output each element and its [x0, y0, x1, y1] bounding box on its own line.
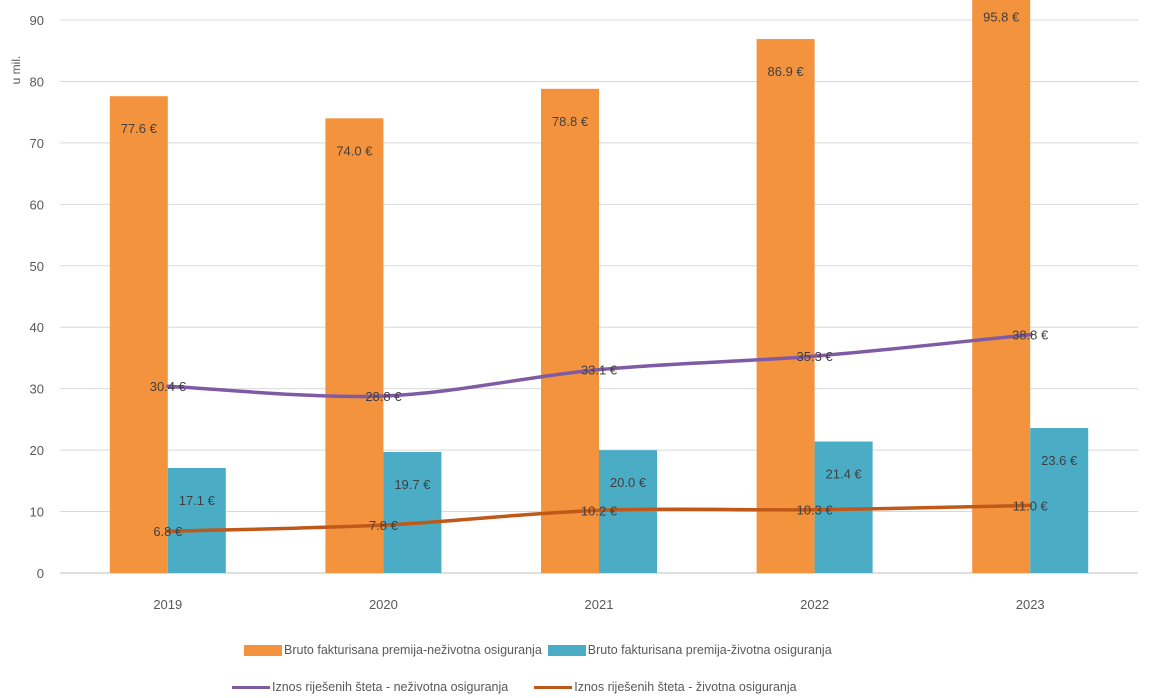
y-tick-label: 50	[30, 259, 44, 274]
x-tick-label: 2020	[369, 597, 398, 612]
bar	[109, 96, 168, 574]
series-line	[166, 332, 1032, 399]
data-label: 30.4 €	[150, 379, 187, 394]
y-tick-label: 60	[30, 197, 44, 212]
legend-item-zivotna-stete: Iznos riješenih šteta - životna osiguran…	[534, 680, 797, 694]
data-label: 6.8 €	[153, 524, 183, 539]
y-tick-label: 40	[30, 320, 44, 335]
bar	[756, 39, 815, 573]
data-label: 21.4 €	[826, 467, 863, 482]
legend-swatch-brown	[534, 685, 573, 689]
data-label: 10.2 €	[581, 503, 618, 518]
legend-item-nezivotna-stete: Iznos riješenih šteta - neživotna osigur…	[232, 680, 508, 694]
bar	[1030, 427, 1089, 573]
data-label: 20.0 €	[610, 475, 647, 490]
y-tick-label: 80	[30, 74, 44, 89]
legend-item-zivotna-premija: Bruto fakturisana premija-životna osigur…	[547, 643, 832, 657]
data-label: 10.3 €	[797, 503, 834, 518]
y-axis-label: u mil.	[9, 56, 23, 85]
series-line	[166, 503, 1032, 533]
y-tick-label: 0	[37, 566, 44, 581]
data-label: 95.8 €	[983, 9, 1020, 24]
data-label: 35.3 €	[797, 349, 834, 364]
data-label: 38.8 €	[1012, 328, 1049, 343]
x-tick-label: 2021	[585, 597, 614, 612]
legend-row-lines: Iznos riješenih šteta - neživotna osigur…	[232, 680, 803, 694]
data-label: 33.1 €	[581, 363, 618, 378]
data-labels: 77.6 € 74.0 € 78.8 € 86.9 € 95.8 € 17.1 € 19.7…	[121, 9, 1078, 539]
legend-swatch-orange	[244, 644, 282, 656]
legend-swatch-purple	[232, 685, 270, 689]
data-label: 17.1 €	[179, 493, 216, 508]
data-label: 7.8 €	[369, 518, 399, 533]
legend-label: Iznos riješenih šteta - neživotna osigur…	[272, 680, 509, 694]
data-label: 19.7 €	[394, 477, 431, 492]
data-label: 28.8 €	[365, 389, 402, 404]
data-label: 77.6 €	[121, 121, 158, 136]
y-axis-ticks: 0 10 20 30 40 50 60 70 80 90	[30, 13, 44, 581]
y-tick-label: 10	[30, 505, 44, 520]
bar	[383, 451, 442, 573]
x-tick-label: 2022	[800, 597, 829, 612]
bars	[109, 0, 1089, 574]
lines	[166, 332, 1032, 533]
x-axis-ticks: 2019 2020 2021 2022 2023	[153, 597, 1044, 612]
data-label: 11.0 €	[1013, 498, 1049, 513]
legend-item-nezivotna-premija: Bruto fakturisana premija-neživotna osig…	[244, 643, 542, 657]
legend-label: Bruto fakturisana premija-neživotna osig…	[284, 643, 542, 657]
legend-label: Bruto fakturisana premija-životna osigur…	[587, 643, 832, 657]
data-label: 74.0 €	[336, 143, 373, 158]
y-tick-label: 30	[30, 382, 44, 397]
bar	[972, 0, 1031, 573]
legend-label: Iznos riješenih šteta - životna osiguran…	[574, 680, 797, 694]
y-tick-label: 20	[30, 443, 44, 458]
x-tick-label: 2023	[1016, 597, 1045, 612]
bar	[541, 88, 599, 573]
x-tick-label: 2019	[153, 597, 182, 612]
data-label: 23.6 €	[1041, 453, 1078, 468]
data-label: 86.9 €	[768, 64, 805, 79]
data-label: 78.8 €	[552, 114, 589, 129]
bar	[325, 118, 384, 574]
legend-row-bars: Bruto fakturisana premija-neživotna osig…	[244, 643, 838, 657]
bar	[167, 467, 226, 573]
y-tick-label: 70	[30, 136, 44, 151]
legend-swatch-teal	[547, 644, 586, 656]
y-tick-label: 90	[30, 13, 44, 28]
